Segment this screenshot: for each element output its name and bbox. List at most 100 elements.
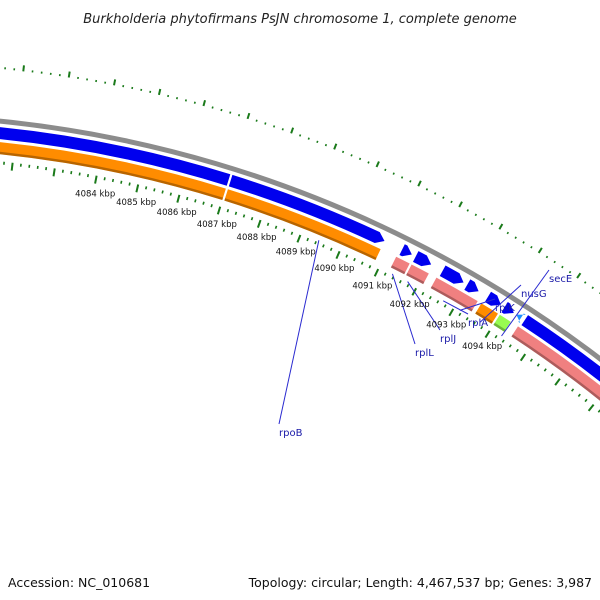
tick-mark-inner <box>577 393 581 397</box>
forward-gene-arrow <box>484 291 501 306</box>
tick-mark-outer <box>490 222 494 226</box>
gene-label-rpla: rplA <box>468 318 488 329</box>
reverse-gene-block <box>430 277 478 312</box>
tick-mark-inner <box>368 265 372 269</box>
tick-mark-inner <box>161 190 164 194</box>
tick-mark-inner <box>86 173 90 178</box>
tick-mark-inner <box>536 363 540 367</box>
tick-mark-inner <box>234 211 238 215</box>
forward-gene-arrow <box>228 174 385 244</box>
tick-mark-outer <box>375 161 380 168</box>
reverse-gene-block <box>390 256 410 275</box>
tick-mark-inner <box>256 219 262 228</box>
reverse-gene-block <box>475 303 498 324</box>
tick-mark-inner <box>543 368 547 372</box>
tick-mark-outer <box>255 119 258 122</box>
tick-mark-inner <box>508 344 512 348</box>
tick-mark-inner <box>94 175 98 184</box>
tick-mark-outer <box>561 265 564 269</box>
tick-mark-inner <box>216 206 222 215</box>
gene-leader-line <box>391 273 416 345</box>
tick-mark-outer <box>281 128 284 131</box>
tick-mark-outer <box>553 260 556 264</box>
tick-mark-inner <box>353 257 356 262</box>
reverse-gene-block <box>493 314 511 332</box>
tick-mark-inner <box>111 178 115 183</box>
tick-mark-inner <box>306 237 310 242</box>
reverse-gene-block <box>511 326 600 401</box>
tick-mark-outer <box>506 231 510 235</box>
tick-mark-outer <box>425 188 429 191</box>
gene-block-shadow <box>406 272 425 285</box>
gene-leader-line <box>442 300 469 315</box>
tick-mark-inner <box>465 317 469 321</box>
tick-mark-outer <box>392 172 395 175</box>
tick-mark-inner <box>472 321 476 325</box>
tick-mark-inner <box>322 244 325 248</box>
tick-mark-inner <box>373 268 380 277</box>
tick-mark-outer <box>537 247 543 254</box>
scale-label: 4085 kbp <box>116 198 156 208</box>
tick-mark-inner <box>436 300 440 304</box>
scale-label: 4092 kbp <box>390 300 430 310</box>
tick-mark-inner <box>78 172 81 176</box>
tick-mark-outer <box>576 272 582 279</box>
tick-mark-outer <box>450 200 453 204</box>
scale-label: 4089 kbp <box>276 248 316 258</box>
forward-gene-arrow <box>399 244 412 257</box>
tick-mark-outer <box>290 127 295 134</box>
tick-mark-outer <box>157 88 162 96</box>
tick-mark-inner <box>335 250 341 260</box>
tick-mark-outer <box>417 180 422 187</box>
gene-label-rpob: rpoB <box>279 428 303 439</box>
scale-label: 4086 kbp <box>157 208 197 218</box>
tick-mark-inner <box>52 168 56 177</box>
tick-mark-inner <box>406 283 410 288</box>
tick-mark-outer <box>568 270 572 274</box>
gene-label-nusg: nusG <box>521 289 547 300</box>
gene-label-sece: secE <box>549 274 572 285</box>
tick-mark-inner <box>398 280 402 284</box>
tick-mark-inner <box>484 330 491 339</box>
tick-mark-outer <box>316 140 319 144</box>
tick-mark-outer <box>299 134 302 137</box>
gene-leader-line <box>278 240 320 425</box>
tick-mark-outer <box>202 99 207 107</box>
gene-leader-line <box>407 281 441 331</box>
tick-mark-inner <box>176 194 181 203</box>
tick-mark-inner <box>128 182 131 186</box>
reverse-gene-block <box>0 142 226 201</box>
tick-mark-outer <box>264 122 267 125</box>
tick-mark-outer <box>384 168 387 172</box>
topology-text: Topology: circular; Length: 4,467,537 bp… <box>248 575 592 590</box>
tick-mark-outer <box>400 176 404 179</box>
tick-mark-inner <box>135 184 140 193</box>
tick-mark-outer <box>324 143 328 147</box>
tick-mark-outer <box>333 143 338 150</box>
tick-mark-inner <box>448 308 455 317</box>
tick-mark-inner <box>290 231 294 235</box>
gene-block-shadow <box>0 151 224 201</box>
scale-label: 4093 kbp <box>426 320 466 330</box>
tick-mark-outer <box>482 218 486 221</box>
tick-mark-outer <box>583 281 587 284</box>
tick-mark-outer <box>67 71 71 78</box>
tick-mark-outer <box>458 201 463 208</box>
tick-mark-inner <box>421 291 425 296</box>
tick-mark-inner <box>169 192 172 196</box>
tick-mark-inner <box>210 203 213 208</box>
tick-mark-outer <box>591 286 594 290</box>
tick-mark-outer <box>307 137 310 140</box>
tick-mark-inner <box>144 186 148 190</box>
tick-mark-inner <box>428 295 432 300</box>
tick-mark-inner <box>274 225 278 229</box>
tick-mark-inner <box>103 177 106 181</box>
tick-mark-outer <box>367 161 370 164</box>
tick-mark-outer <box>545 255 549 259</box>
forward-gene-arrow <box>521 315 600 382</box>
tick-mark-outer <box>498 223 504 230</box>
tick-mark-outer <box>113 79 117 86</box>
